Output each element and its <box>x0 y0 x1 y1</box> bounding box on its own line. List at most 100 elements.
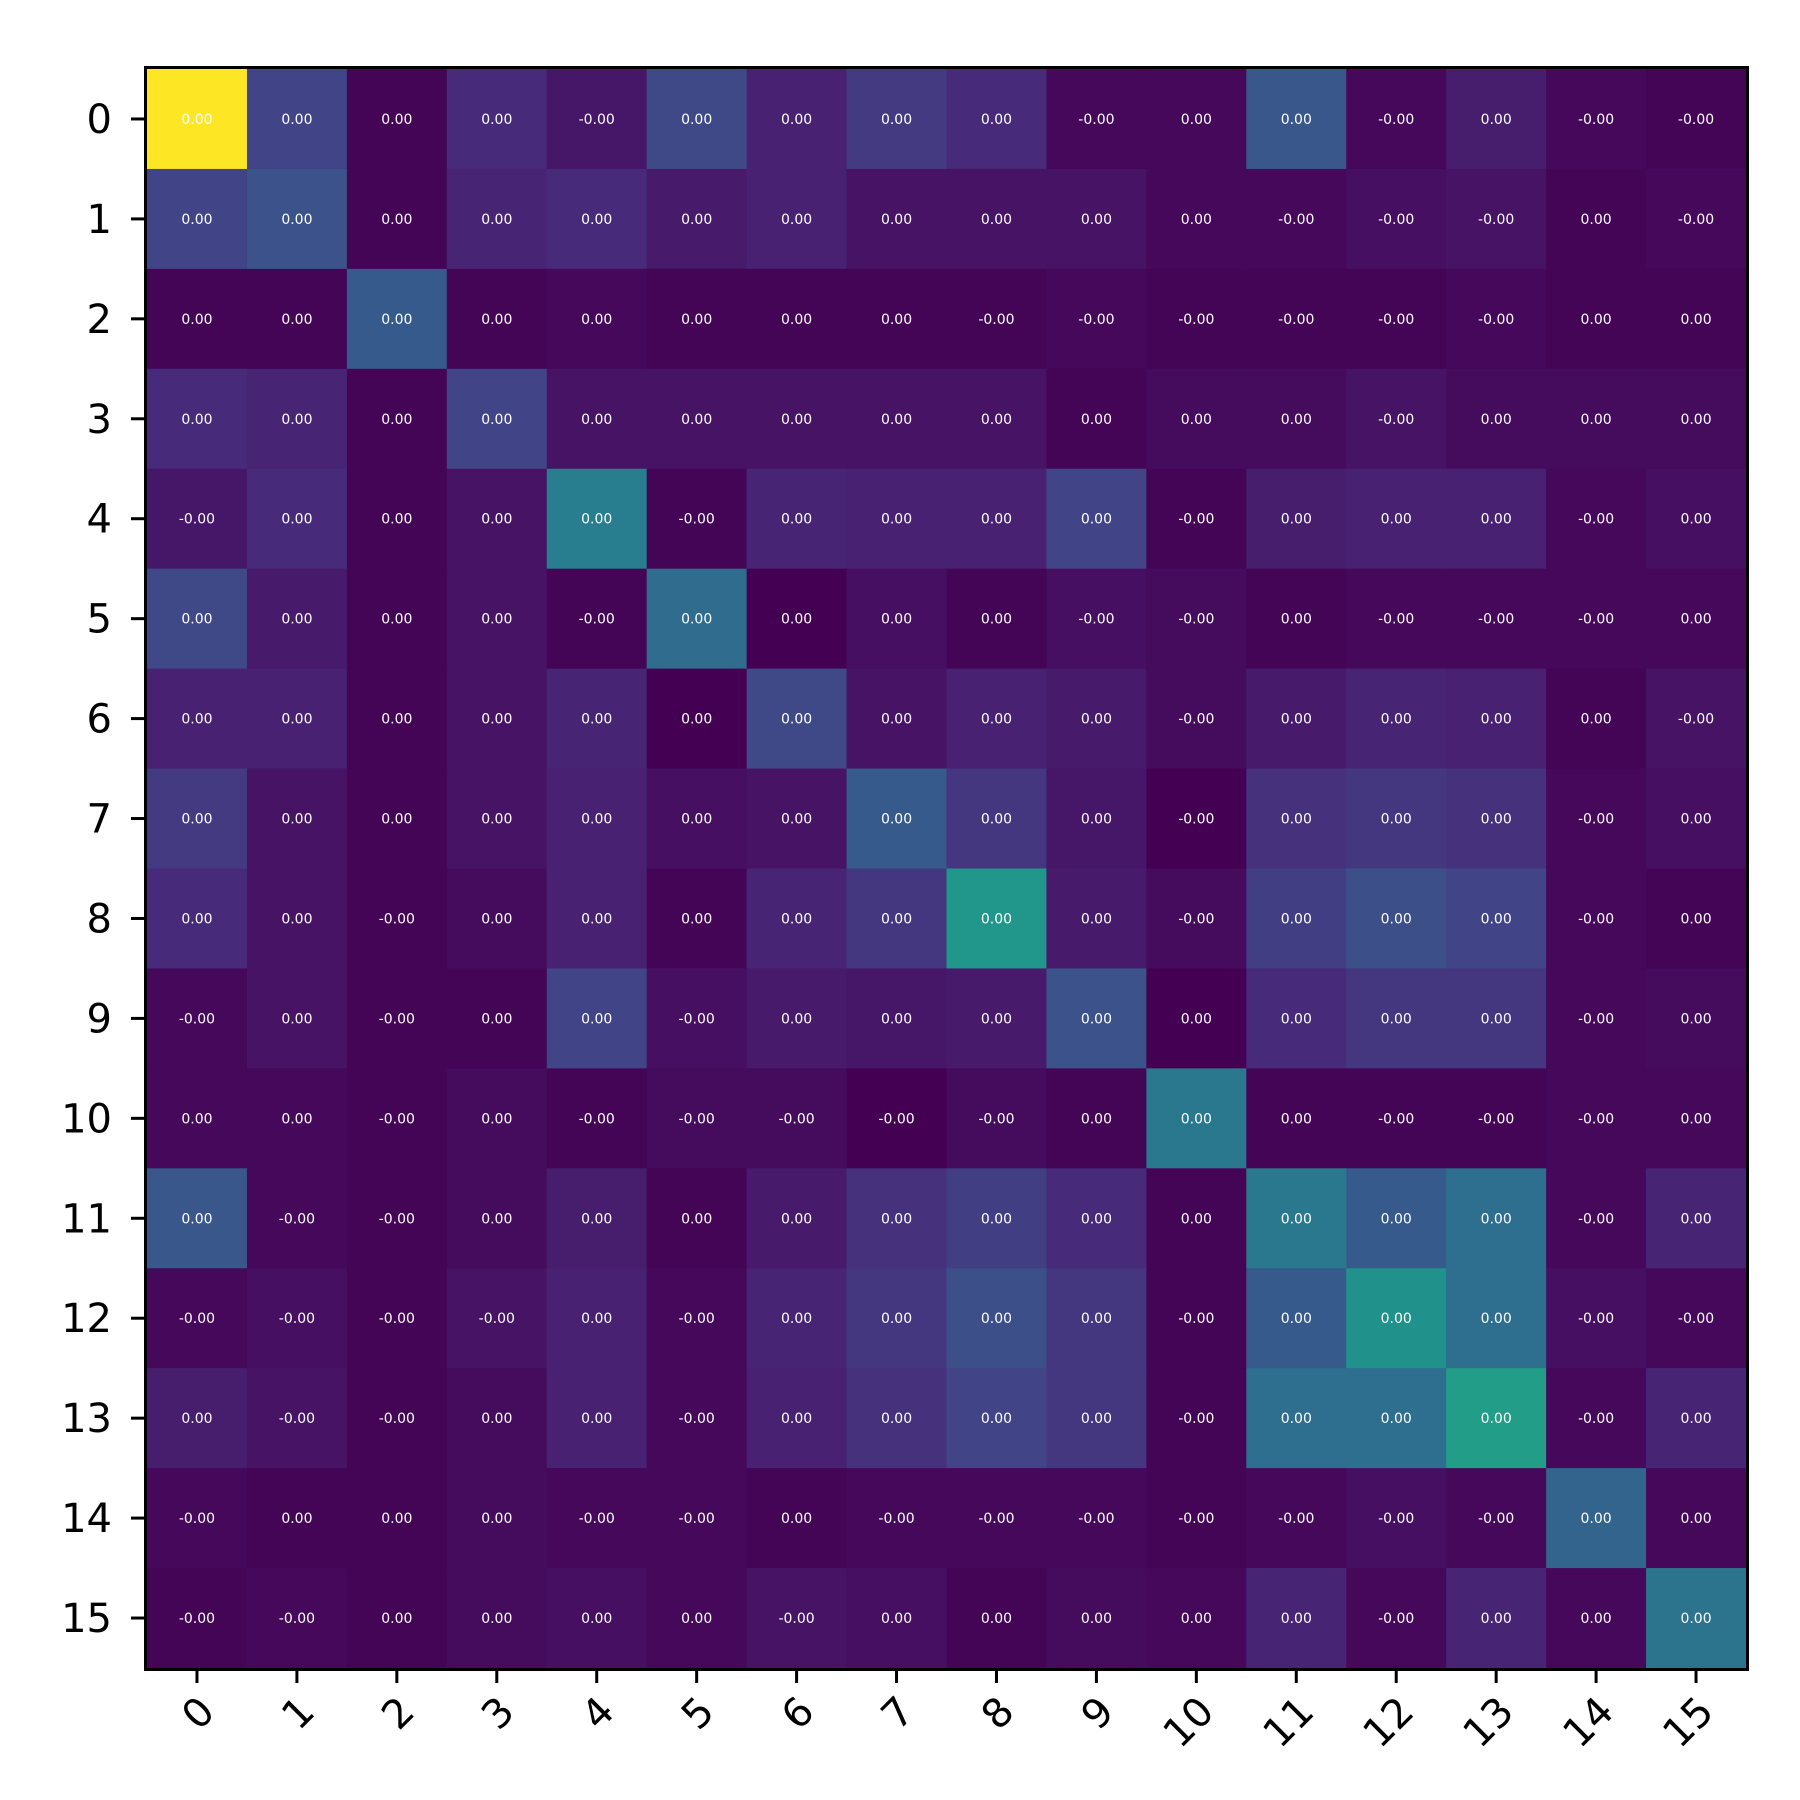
heatmap-cell-2-2 <box>346 268 448 370</box>
cell-label-14-10: -0.00 <box>1178 1511 1214 1527</box>
cell-label-1-11: -0.00 <box>1278 212 1314 228</box>
heatmap-cell-5-4 <box>546 568 648 670</box>
cell-label-5-15: 0.00 <box>1680 612 1711 628</box>
heatmap-cell-12-14 <box>1546 1268 1647 1369</box>
cell-label-0-6: 0.00 <box>781 112 812 128</box>
heatmap-cell-9-7 <box>846 968 948 1069</box>
heatmap-cell-4-0 <box>147 468 248 570</box>
cell-label-2-13: -0.00 <box>1478 312 1514 328</box>
heatmap-cell-11-15 <box>1646 1168 1747 1269</box>
cell-label-10-13: -0.00 <box>1478 1111 1514 1127</box>
cell-label-2-7: 0.00 <box>881 312 912 328</box>
y-tick-label-14: 14 <box>61 1496 112 1542</box>
cell-label-4-6: 0.00 <box>781 512 812 528</box>
heatmap-cell-11-11 <box>1246 1168 1347 1269</box>
cell-label-7-15: 0.00 <box>1680 812 1711 828</box>
cell-label-9-14: -0.00 <box>1578 1011 1614 1027</box>
cell-label-10-14: -0.00 <box>1578 1111 1614 1127</box>
cell-label-12-6: 0.00 <box>781 1311 812 1327</box>
heatmap-cell-8-5 <box>646 868 748 970</box>
heatmap-cell-10-6 <box>746 1068 848 1169</box>
heatmap-cell-14-9 <box>1046 1468 1147 1569</box>
cell-label-7-13: 0.00 <box>1481 812 1512 828</box>
cell-label-13-5: -0.00 <box>679 1411 715 1427</box>
cell-label-15-15: 0.00 <box>1680 1611 1711 1627</box>
cell-label-11-3: 0.00 <box>481 1211 512 1227</box>
heatmap-cell-3-2 <box>346 368 448 470</box>
y-tick-label-9: 9 <box>87 996 112 1042</box>
heatmap-cell-7-5 <box>646 768 748 870</box>
heatmap-cell-2-13 <box>1446 268 1547 370</box>
heatmap-cell-12-6 <box>746 1268 848 1369</box>
heatmap-cell-14-13 <box>1446 1468 1547 1569</box>
heatmap-cell-5-7 <box>846 568 948 670</box>
cell-label-10-1: 0.00 <box>281 1111 312 1127</box>
cell-label-9-1: 0.00 <box>281 1011 312 1027</box>
heatmap-cell-14-5 <box>646 1468 748 1569</box>
heatmap-cell-10-4 <box>546 1068 648 1169</box>
heatmap-cell-3-9 <box>1046 368 1147 470</box>
cell-label-4-10: -0.00 <box>1178 512 1214 528</box>
cell-label-4-11: 0.00 <box>1281 512 1312 528</box>
heatmap-cell-2-9 <box>1046 268 1147 370</box>
heatmap-cell-12-9 <box>1046 1268 1147 1369</box>
heatmap-cell-8-12 <box>1346 868 1447 970</box>
heatmap-cell-15-2 <box>346 1568 448 1669</box>
heatmap-cell-10-0 <box>147 1068 248 1169</box>
heatmap-cell-15-14 <box>1546 1568 1647 1669</box>
cell-label-12-8: 0.00 <box>981 1311 1012 1327</box>
cell-label-9-8: 0.00 <box>981 1011 1012 1027</box>
heatmap-cell-14-4 <box>546 1468 648 1569</box>
cell-label-3-11: 0.00 <box>1281 412 1312 428</box>
cell-label-7-6: 0.00 <box>781 812 812 828</box>
plot-frame <box>144 66 1749 1671</box>
cell-label-10-10: 0.00 <box>1181 1111 1212 1127</box>
heatmap-cell-1-13 <box>1446 168 1547 270</box>
cell-label-15-4: 0.00 <box>581 1611 612 1627</box>
cell-label-12-1: -0.00 <box>279 1311 315 1327</box>
cell-label-11-1: -0.00 <box>279 1211 315 1227</box>
heatmap-cell-14-1 <box>246 1468 348 1569</box>
heatmap-cell-10-5 <box>646 1068 748 1169</box>
cell-label-11-5: 0.00 <box>681 1211 712 1227</box>
cell-label-10-12: -0.00 <box>1378 1111 1414 1127</box>
heatmap-cell-6-4 <box>546 668 648 770</box>
cell-label-7-5: 0.00 <box>681 812 712 828</box>
heatmap-cell-0-13 <box>1446 69 1547 170</box>
cell-label-4-15: 0.00 <box>1680 512 1711 528</box>
cell-label-13-12: 0.00 <box>1381 1411 1412 1427</box>
heatmap-cell-7-3 <box>446 768 548 870</box>
cell-label-7-4: 0.00 <box>581 812 612 828</box>
cell-label-10-8: -0.00 <box>978 1111 1014 1127</box>
heatmap-cell-3-10 <box>1146 368 1247 470</box>
cell-label-6-9: 0.00 <box>1081 712 1112 728</box>
heatmap-cell-14-6 <box>746 1468 848 1569</box>
heatmap-cell-7-8 <box>946 768 1048 870</box>
cell-label-8-14: -0.00 <box>1578 911 1614 927</box>
heatmap-cell-6-13 <box>1446 668 1547 770</box>
heatmap-cell-12-12 <box>1346 1268 1447 1369</box>
cell-label-0-13: 0.00 <box>1481 112 1512 128</box>
cell-label-14-11: -0.00 <box>1278 1511 1314 1527</box>
cell-label-5-3: 0.00 <box>481 612 512 628</box>
cell-label-12-0: -0.00 <box>179 1311 215 1327</box>
cell-label-4-0: -0.00 <box>179 512 215 528</box>
x-tick-label-9: 9 <box>1073 1688 1124 1739</box>
cell-label-0-11: 0.00 <box>1281 112 1312 128</box>
heatmap-cell-13-10 <box>1146 1368 1247 1469</box>
cell-label-12-15: -0.00 <box>1678 1311 1714 1327</box>
heatmap-cell-2-7 <box>846 268 948 370</box>
x-tick-label-3: 3 <box>473 1688 524 1739</box>
heatmap-cell-4-13 <box>1446 468 1547 570</box>
cell-label-14-9: -0.00 <box>1078 1511 1114 1527</box>
x-tick-label-14: 14 <box>1554 1688 1623 1757</box>
cell-label-11-9: 0.00 <box>1081 1211 1112 1227</box>
heatmap-cell-14-11 <box>1246 1468 1347 1569</box>
heatmap-cells: 0.00 0.00 0.00 0.00 -0.00 0.00 0.00 0.00 0.00 -0.… <box>147 69 1747 1669</box>
heatmap-cell-15-0 <box>147 1568 248 1669</box>
heatmap-cell-11-2 <box>346 1168 448 1269</box>
cell-label-15-9: 0.00 <box>1081 1611 1112 1627</box>
cell-label-13-15: 0.00 <box>1680 1411 1711 1427</box>
cell-label-5-6: 0.00 <box>781 612 812 628</box>
cell-label-15-6: -0.00 <box>778 1611 814 1627</box>
